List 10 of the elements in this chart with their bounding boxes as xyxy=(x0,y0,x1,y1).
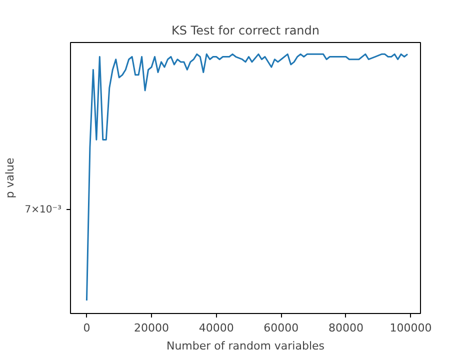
y-axis-title: p value xyxy=(4,158,17,198)
x-tick-label: 80000 xyxy=(328,322,364,334)
text: 7×10⁻³ xyxy=(24,204,62,216)
x-tick-label: 20000 xyxy=(134,322,170,334)
x-tick-label: 0 xyxy=(83,322,90,334)
x-tick-label: 40000 xyxy=(198,322,234,334)
x-tick-label: 100000 xyxy=(390,322,432,334)
x-tick-label: 60000 xyxy=(264,322,299,334)
chart-title: KS Test for correct randn xyxy=(171,24,320,38)
x-axis-title: Number of random variables xyxy=(166,340,325,352)
